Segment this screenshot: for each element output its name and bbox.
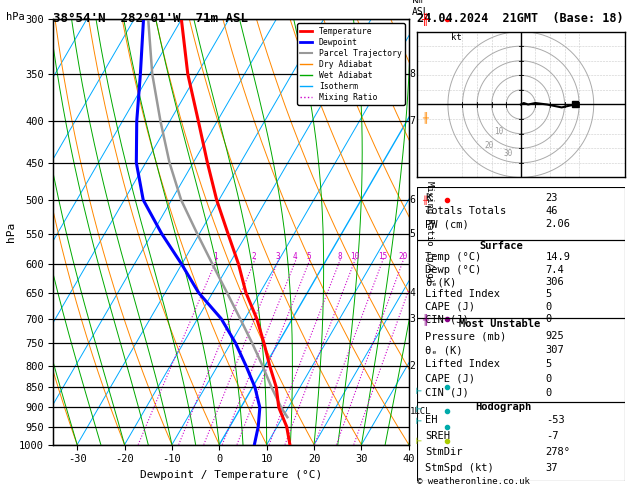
Y-axis label: hPa: hPa — [6, 222, 16, 242]
Text: StmDir: StmDir — [425, 447, 463, 457]
Text: Totals Totals: Totals Totals — [425, 206, 506, 216]
Text: PW (cm): PW (cm) — [425, 220, 469, 229]
Text: 2: 2 — [409, 361, 415, 371]
Text: 8: 8 — [409, 69, 415, 79]
Text: 5: 5 — [546, 360, 552, 369]
Text: Surface: Surface — [479, 241, 523, 251]
Text: 6: 6 — [409, 195, 415, 205]
Text: Mixing Ratio (g/kg): Mixing Ratio (g/kg) — [425, 181, 434, 283]
Text: kt: kt — [451, 34, 462, 42]
Text: 0: 0 — [546, 302, 552, 312]
Text: ⊢: ⊢ — [415, 436, 421, 446]
Text: 4: 4 — [293, 252, 298, 261]
Text: CAPE (J): CAPE (J) — [425, 302, 476, 312]
Text: © weatheronline.co.uk: © weatheronline.co.uk — [417, 477, 530, 486]
Text: 3: 3 — [409, 313, 415, 324]
Text: ╫: ╫ — [422, 195, 427, 205]
Text: EH: EH — [425, 415, 438, 425]
Text: CIN (J): CIN (J) — [425, 314, 469, 324]
Text: 2: 2 — [252, 252, 257, 261]
Text: 7: 7 — [409, 116, 415, 126]
Text: 1LCL: 1LCL — [409, 407, 431, 416]
Text: 20: 20 — [484, 141, 494, 150]
Text: 38°54'N  282°01'W  71m ASL: 38°54'N 282°01'W 71m ASL — [53, 12, 248, 25]
Text: 8: 8 — [337, 252, 342, 261]
Text: 23: 23 — [546, 193, 558, 203]
Text: -7: -7 — [546, 431, 558, 441]
Text: 15: 15 — [378, 252, 387, 261]
Text: ╫: ╫ — [421, 13, 428, 26]
Text: Lifted Index: Lifted Index — [425, 360, 500, 369]
Text: Dewp (°C): Dewp (°C) — [425, 265, 482, 275]
Text: K: K — [425, 193, 431, 203]
Text: Most Unstable: Most Unstable — [459, 319, 540, 329]
Text: CIN (J): CIN (J) — [425, 388, 469, 398]
Text: 5: 5 — [307, 252, 311, 261]
Text: 925: 925 — [546, 331, 564, 341]
Text: CAPE (J): CAPE (J) — [425, 374, 476, 383]
Text: 24.04.2024  21GMT  (Base: 18): 24.04.2024 21GMT (Base: 18) — [417, 12, 623, 25]
Text: 14.9: 14.9 — [546, 252, 571, 262]
Text: 46: 46 — [546, 206, 558, 216]
Text: Hodograph: Hodograph — [475, 402, 532, 412]
Text: θₑ (K): θₑ (K) — [425, 345, 463, 355]
Text: 0: 0 — [546, 374, 552, 383]
Text: 10: 10 — [350, 252, 359, 261]
Text: 0: 0 — [546, 314, 552, 324]
Legend: Temperature, Dewpoint, Parcel Trajectory, Dry Adiabat, Wet Adiabat, Isotherm, Mi: Temperature, Dewpoint, Parcel Trajectory… — [297, 23, 405, 105]
Text: 10: 10 — [494, 127, 504, 136]
Text: Temp (°C): Temp (°C) — [425, 252, 482, 262]
Text: 2.06: 2.06 — [546, 220, 571, 229]
Text: θₑ(K): θₑ(K) — [425, 277, 457, 287]
Text: 30: 30 — [503, 149, 513, 157]
X-axis label: Dewpoint / Temperature (°C): Dewpoint / Temperature (°C) — [140, 470, 322, 480]
Text: 0: 0 — [546, 388, 552, 398]
Text: ⊢: ⊢ — [415, 416, 421, 426]
Text: 7.4: 7.4 — [546, 265, 564, 275]
Text: 37: 37 — [546, 464, 558, 473]
Text: ╫: ╫ — [421, 313, 428, 325]
Text: 20: 20 — [398, 252, 408, 261]
Text: 307: 307 — [546, 345, 564, 355]
Text: hPa: hPa — [6, 12, 25, 22]
Text: -53: -53 — [546, 415, 564, 425]
Text: 306: 306 — [546, 277, 564, 287]
Text: Pressure (mb): Pressure (mb) — [425, 331, 506, 341]
Text: 278°: 278° — [546, 447, 571, 457]
Text: 5: 5 — [409, 228, 415, 239]
Text: ⊢: ⊢ — [415, 386, 421, 397]
Text: ╫: ╫ — [421, 111, 428, 122]
Text: Lifted Index: Lifted Index — [425, 290, 500, 299]
Text: 5: 5 — [546, 290, 552, 299]
Text: StmSpd (kt): StmSpd (kt) — [425, 464, 494, 473]
Text: km
ASL: km ASL — [412, 0, 430, 17]
Text: ⊢: ⊢ — [415, 404, 421, 415]
Text: 4: 4 — [409, 288, 415, 297]
Text: 3: 3 — [276, 252, 281, 261]
Text: 1: 1 — [214, 252, 218, 261]
Text: SREH: SREH — [425, 431, 450, 441]
